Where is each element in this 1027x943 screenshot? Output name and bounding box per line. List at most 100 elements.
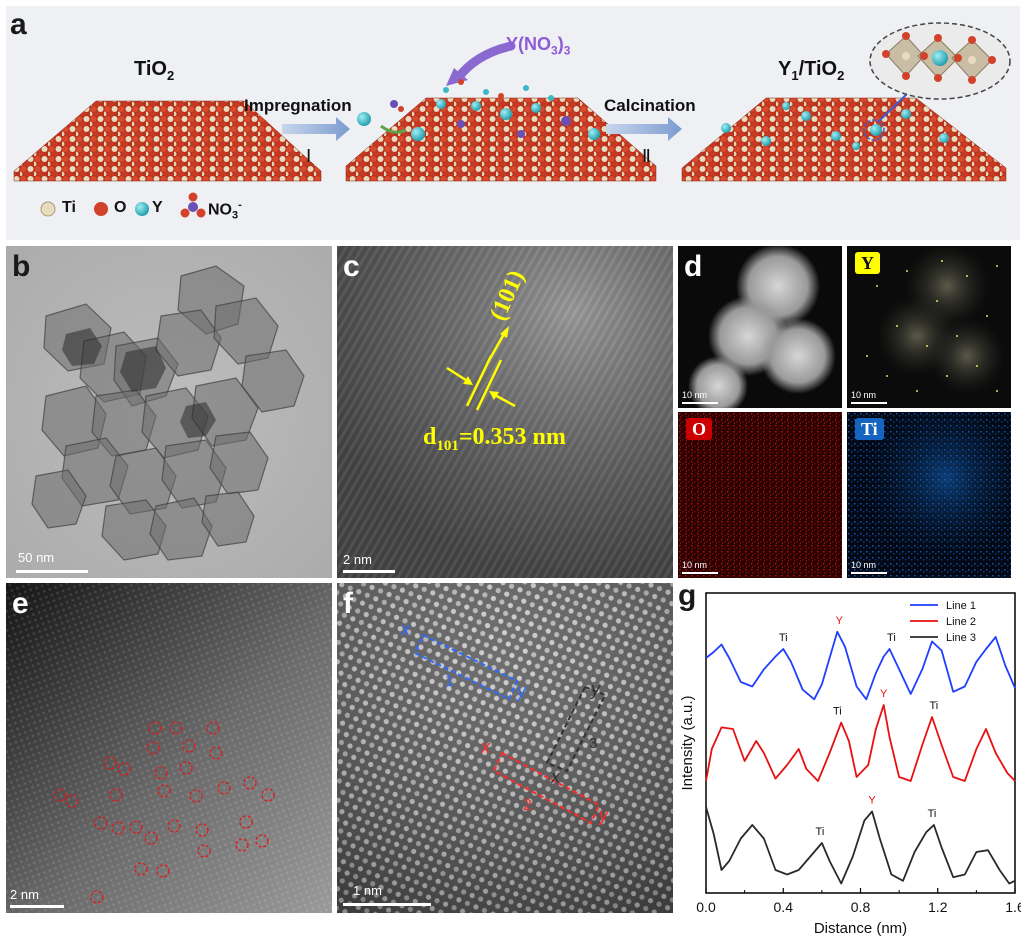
panel-d-ti-map: Ti 10 nm: [847, 412, 1011, 578]
haadf-image: [688, 246, 836, 408]
x-tick-label: 0.8: [851, 899, 871, 915]
calcination-label: Calcination: [604, 96, 696, 115]
precursor-arrow: [453, 41, 516, 83]
y1-tio2-title: Y1/TiO2: [778, 58, 845, 83]
arrow-calcination: [606, 117, 682, 141]
panel-a-schematic: a TiO2 Impregnation Ⅰ Y(NO3)3 Calcinatio…: [6, 6, 1020, 240]
line2-y: y: [599, 805, 608, 825]
line2-x: x: [481, 737, 490, 757]
scale-bar: [682, 402, 718, 404]
scale-bar-label: 10 nm: [851, 560, 877, 570]
peak-label: Ti: [779, 632, 788, 644]
legend-o: O: [114, 199, 127, 216]
line3-box: [545, 685, 607, 773]
panel-e-haadf-stem: e 2 nm: [6, 583, 332, 913]
x-tick-label: 1.2: [928, 899, 948, 915]
y-atom-markers: [53, 721, 275, 904]
panel-c-label: c: [343, 250, 360, 283]
ti-element-tag: Ti: [855, 418, 884, 440]
line-profile-chart: 0.0 0.4 0.8 1.2 1.6 Distance (nm) Intensity (a…: [679, 592, 1021, 937]
line1-box: [413, 633, 519, 701]
line3-y: y: [591, 679, 600, 699]
y-legend-sphere: [135, 202, 149, 216]
no3-legend-glyph: [180, 192, 206, 218]
panel-e-label: e: [12, 587, 29, 620]
ti-legend-sphere: [40, 201, 56, 217]
peak-label: Y: [836, 615, 844, 627]
panel-a-label: a: [10, 8, 27, 41]
panel-d-haadf: d 10 nm: [678, 246, 842, 408]
step1-roman: Ⅰ: [306, 146, 312, 166]
tem-particles: [6, 246, 332, 578]
series-line-2: [705, 704, 1016, 782]
tio2-slab: [13, 100, 322, 182]
stem-image: [6, 583, 332, 913]
series-line-3: [705, 806, 1016, 885]
legend-entry: Line 2: [946, 616, 976, 628]
panel-d-y-map: Y 10 nm: [847, 246, 1011, 408]
peak-label: Ti: [833, 706, 842, 718]
precursor-label: Y(NO3)3: [506, 34, 571, 58]
octahedra-zoom: [882, 32, 996, 84]
scale-bar-label: 10 nm: [682, 390, 708, 400]
legend-y: Y: [152, 199, 163, 216]
panel-g-label: g: [678, 583, 697, 612]
step2-roman: Ⅱ: [642, 146, 651, 166]
scale-bar: [343, 570, 395, 573]
peak-label: Y: [880, 688, 888, 700]
adsorbed-species: [357, 79, 600, 141]
legend-entry: Line 1: [946, 600, 976, 612]
peak-label: Ti: [887, 632, 896, 644]
line1-number: 1: [445, 673, 454, 690]
impregnation-label: Impregnation: [244, 96, 352, 115]
peak-label: Ti: [930, 700, 939, 712]
peak-label: Ti: [928, 808, 937, 820]
tio2-title: TiO2: [134, 58, 175, 83]
panel-d-label: d: [684, 250, 703, 283]
scale-bar-label: 10 nm: [682, 560, 708, 570]
y-element-tag: Y: [855, 252, 880, 274]
y1-tio2-slab: [681, 97, 1007, 182]
panel-d-o-map: O 10 nm: [678, 412, 842, 578]
legend-ti: Ti: [62, 199, 76, 216]
line3-x: x: [551, 767, 560, 787]
scale-bar-label: 2 nm: [10, 887, 39, 902]
line2-box: [492, 751, 601, 825]
x-tick-label: 0.0: [696, 899, 716, 915]
lattice-image: [337, 246, 673, 578]
x-tick-label: 0.4: [774, 899, 794, 915]
line1-y: y: [517, 681, 526, 701]
panel-b-tem: b 50 nm: [6, 246, 332, 578]
y-axis-label: Intensity (a.u.): [679, 695, 696, 790]
legend-entry: Line 3: [946, 632, 976, 644]
scale-bar: [682, 572, 718, 574]
scale-bar: [851, 572, 887, 574]
d-spacing-label: d101=0.353 nm: [423, 424, 566, 454]
scale-bar: [16, 570, 88, 573]
panel-g-line-profiles: g 0.0 0.4 0.8 1.2 1.6 Distance (nm) Intensity …: [678, 583, 1021, 937]
legend-no3: NO3-: [208, 199, 242, 222]
scale-bar-label: 10 nm: [851, 390, 877, 400]
x-tick-label: 1.6: [1005, 899, 1021, 915]
scale-bar-label: 1 nm: [353, 883, 382, 898]
peak-label: Ti: [816, 826, 825, 838]
x-axis-label: Distance (nm): [814, 920, 907, 937]
panel-b-label: b: [12, 250, 31, 283]
schematic-svg: [13, 22, 1011, 218]
line3-number: 3: [589, 735, 598, 752]
scale-bar-label: 2 nm: [343, 552, 372, 567]
arrow-impregnation: [282, 117, 350, 141]
line2-number: 2: [523, 797, 532, 814]
scale-bar: [10, 905, 64, 908]
panel-c-hrtem: c (101) d101=0.353 nm 2 nm: [337, 246, 673, 578]
peak-label: Y: [868, 795, 876, 807]
o-legend-sphere: [94, 202, 108, 216]
panel-f-label: f: [343, 587, 353, 620]
line1-x: x: [401, 619, 410, 639]
impregnated-slab: [345, 97, 657, 182]
atomic-lattice: [337, 583, 673, 913]
o-element-tag: O: [686, 418, 713, 440]
panel-f-atomic-stem: f x y 1 x y 2 x y 3 1 nm: [337, 583, 673, 913]
y-map-image: [866, 246, 1005, 394]
anchored-y-atoms: [721, 102, 949, 150]
